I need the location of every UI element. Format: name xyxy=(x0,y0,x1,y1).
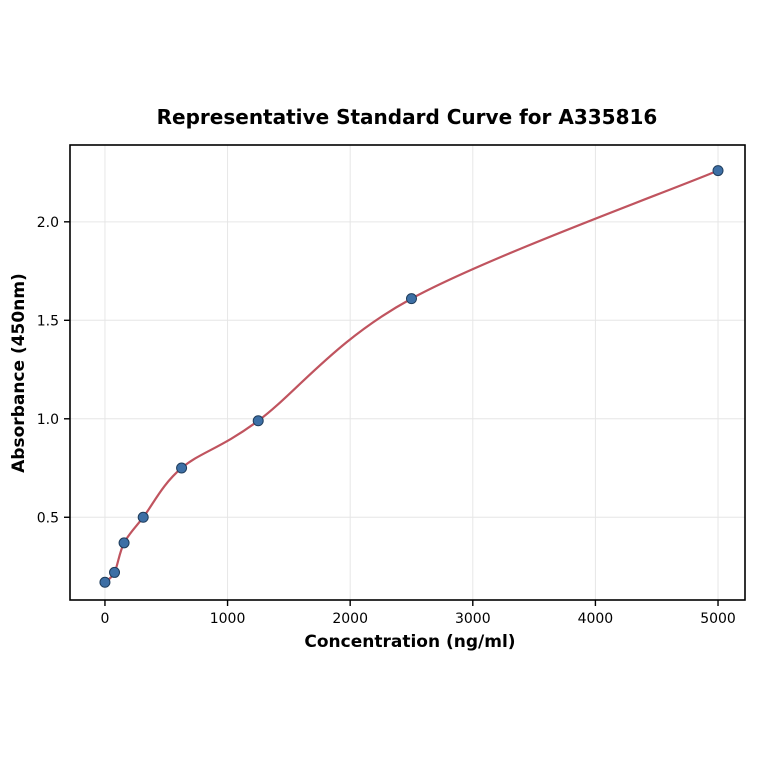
grid-layer xyxy=(70,145,745,600)
plot-frame xyxy=(69,144,746,601)
y-tick-label: 1.0 xyxy=(37,412,59,428)
fit-curve-layer xyxy=(103,169,720,584)
data-point xyxy=(99,576,111,588)
data-point xyxy=(712,165,724,177)
y-tick-label: 2.0 xyxy=(37,215,59,231)
chart-title: Representative Standard Curve for A33581… xyxy=(157,105,658,129)
x-tick-label: 4000 xyxy=(578,611,614,627)
data-point xyxy=(252,415,264,427)
x-tick-label: 3000 xyxy=(455,611,491,627)
data-points-layer xyxy=(99,165,724,588)
x-tick-label: 0 xyxy=(100,611,109,627)
data-point xyxy=(176,462,188,474)
fit-curve xyxy=(103,169,720,584)
y-axis-label: Absorbance (450nm) xyxy=(9,273,29,473)
x-tick-label: 1000 xyxy=(210,611,246,627)
data-point xyxy=(118,537,130,549)
data-point xyxy=(137,511,149,523)
x-axis-label: Concentration (ng/ml) xyxy=(304,632,515,652)
data-point xyxy=(109,566,121,578)
x-tick-label: 5000 xyxy=(700,611,736,627)
y-tick-label: 0.5 xyxy=(37,510,59,526)
axes-layer: 0 1000 2000 3000 4000 5000 0.5 1.0 1.5 2.0 xyxy=(37,144,746,627)
x-tick-label: 2000 xyxy=(332,611,368,627)
data-point xyxy=(405,293,417,305)
y-tick-label: 1.5 xyxy=(37,313,59,329)
